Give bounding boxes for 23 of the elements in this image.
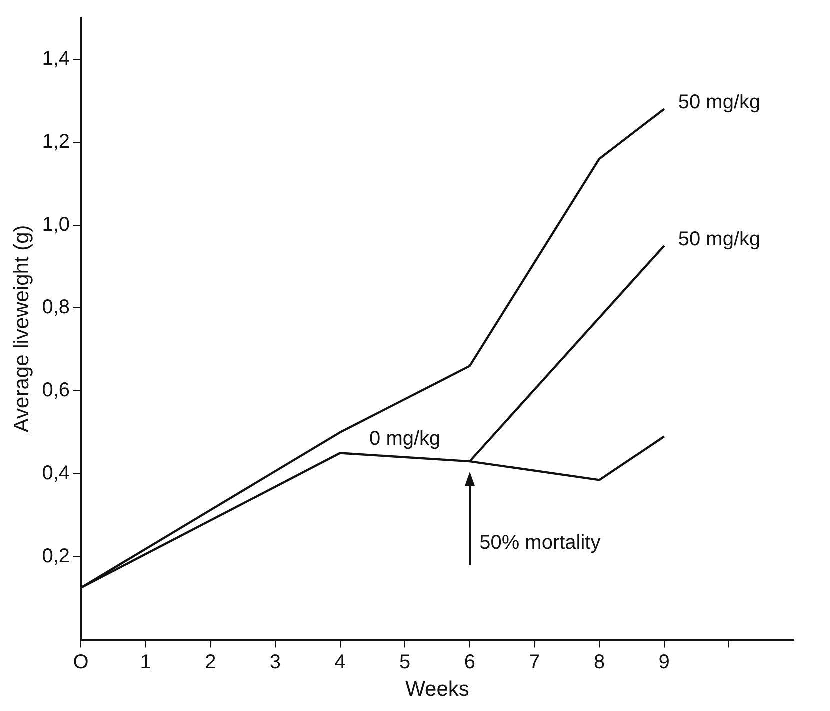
y-axis-title: Average liveweight (g)	[10, 225, 34, 433]
y-tick-label: 0,8	[42, 296, 70, 319]
x-tick-label: 5	[400, 651, 411, 674]
x-tick-label: O	[73, 651, 89, 674]
x-tick-label: 4	[334, 651, 346, 674]
x-tick-label: 2	[205, 651, 216, 674]
annotation: 0 mg/kg	[370, 428, 441, 450]
y-tick-label: 1,0	[42, 214, 70, 236]
y-tick-label: 1,4	[42, 48, 70, 70]
x-tick-label: 3	[270, 651, 282, 674]
y-tick-label: 0,6	[42, 380, 70, 402]
x-axis-title: Weeks	[406, 678, 470, 702]
annotation: 50% mortality	[480, 532, 601, 554]
y-tick-label: 0,2	[42, 545, 70, 568]
series-label: 50 mg/kg	[678, 92, 761, 114]
x-tick-label: 6	[464, 651, 476, 674]
x-tick-label: 8	[594, 651, 606, 674]
y-tick-label: 1,2	[42, 130, 70, 153]
x-tick-label: 9	[658, 651, 670, 674]
series-label: 50 mg/kg	[678, 228, 761, 251]
x-tick-label: 1	[140, 651, 152, 674]
x-tick-label: 7	[529, 651, 540, 674]
y-tick-label: 0,4	[42, 462, 70, 484]
